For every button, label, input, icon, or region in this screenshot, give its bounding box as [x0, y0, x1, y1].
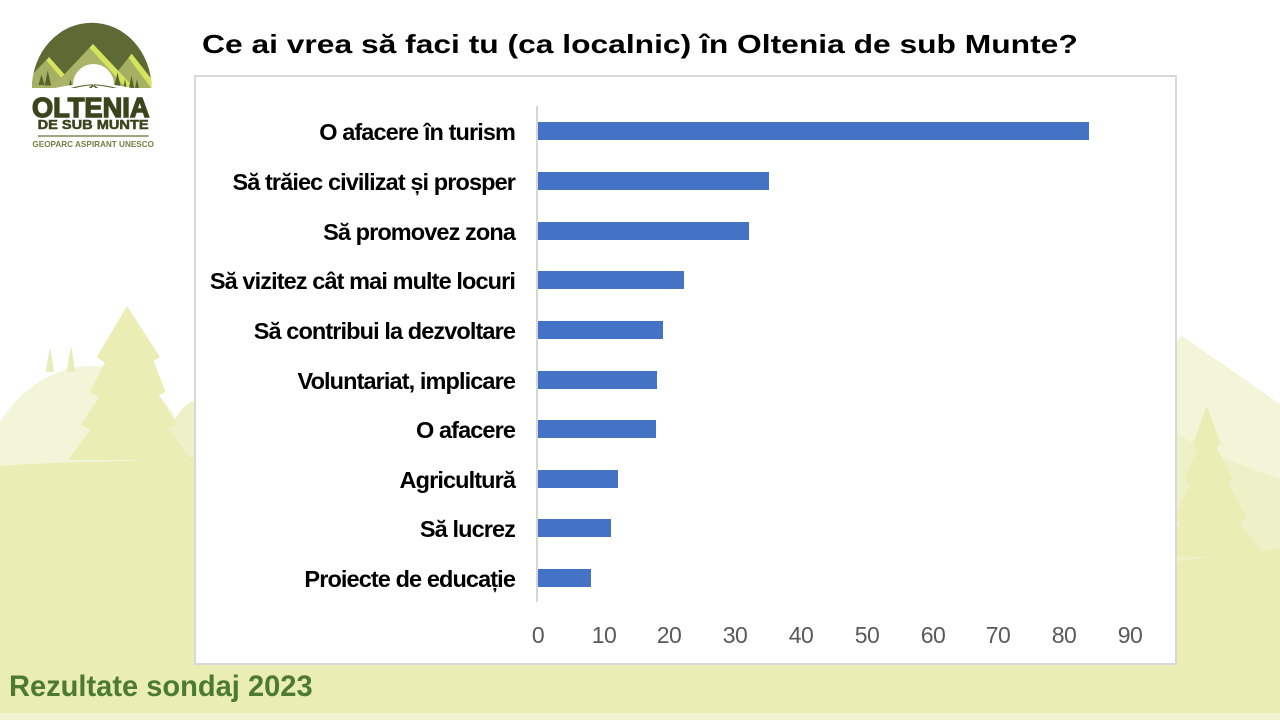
svg-text:DE SUB MUNTE: DE SUB MUNTE: [38, 118, 149, 132]
svg-text:OLTENIA: OLTENIA: [32, 92, 150, 123]
svg-text:GEOPARC ASPIRANT UNESCO: GEOPARC ASPIRANT UNESCO: [32, 139, 154, 149]
